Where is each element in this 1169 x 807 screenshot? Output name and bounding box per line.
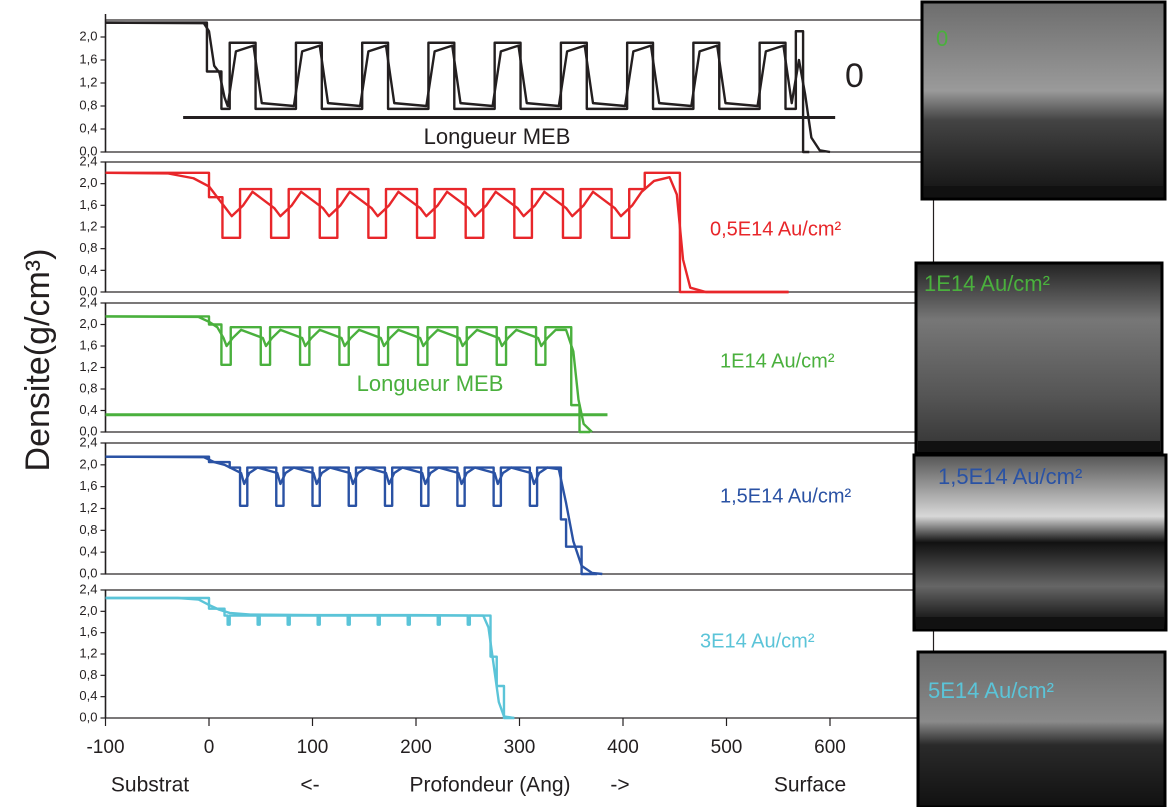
image-label: 1E14 Au/cm² <box>924 271 1050 296</box>
sem-image <box>916 650 1167 807</box>
y-tick-label: 2,0 <box>79 603 97 618</box>
y-tick-label: 2,0 <box>79 28 97 43</box>
step-profile <box>105 315 590 434</box>
y-tick-label: 0,0 <box>79 565 97 580</box>
sem-footer <box>924 186 1163 197</box>
step-profile <box>105 21 810 154</box>
y-tick-label: 1,6 <box>79 197 97 212</box>
x-tick-label: 500 <box>711 737 743 758</box>
y-tick-label: 2,4 <box>79 581 97 596</box>
y-tick-label: 1,2 <box>79 500 97 515</box>
y-tick-label: 0,8 <box>79 522 97 537</box>
image-label: 5E14 Au/cm² <box>928 678 1054 703</box>
x-tick-label: 400 <box>607 737 639 758</box>
y-tick-label: 2,0 <box>79 175 97 190</box>
x-caption: -> <box>610 774 629 797</box>
panel-label: 3E14 Au/cm² <box>700 630 815 652</box>
y-tick-label: 1,2 <box>79 645 97 660</box>
y-tick-label: 0,0 <box>79 143 97 158</box>
x-caption: Profondeur (Ang) <box>409 774 570 797</box>
sem-footer <box>918 441 1160 452</box>
x-tick-label: 100 <box>297 737 329 758</box>
y-tick-label: 1,6 <box>79 337 97 352</box>
smooth-profile <box>105 596 515 720</box>
y-tick-label: 0,4 <box>79 120 97 135</box>
y-tick-label: 1,6 <box>79 51 97 66</box>
y-tick-label: 1,2 <box>79 359 97 374</box>
sem-image <box>914 261 1164 455</box>
plot-area: 0,0 0,4 0,8 1,2 1,6 2,0 Longueur MEB 0 0,0 0,4 0,8… <box>79 14 949 797</box>
y-tick-label: 2,0 <box>79 456 97 471</box>
y-tick-label: 2,4 <box>79 294 97 309</box>
x-caption: Substrat <box>111 774 189 797</box>
panel-label: 0,5E14 Au/cm² <box>710 218 842 240</box>
sem-image <box>920 0 1167 201</box>
image-label: 0 <box>936 26 948 51</box>
panel-label: 0 <box>845 57 864 95</box>
y-tick-label: 2,4 <box>79 434 97 449</box>
y-tick-label: 2,0 <box>79 316 97 331</box>
step-profile <box>105 596 515 720</box>
sem-image <box>912 453 1168 632</box>
smooth-profile <box>105 21 831 154</box>
x-tick-label: 600 <box>814 737 846 758</box>
y-tick-label: 0,0 <box>79 709 97 724</box>
image-label: 1,5E14 Au/cm² <box>938 464 1082 489</box>
reference-label: Longueur MEB <box>357 371 504 396</box>
x-tick-label: 200 <box>400 737 432 758</box>
x-caption: Surface <box>774 774 846 797</box>
y-tick-label: 0,0 <box>79 423 97 438</box>
sem-footer <box>916 617 1164 629</box>
y-tick-label: 0,4 <box>79 544 97 559</box>
step-profile <box>105 455 598 576</box>
panel-label: 1,5E14 Au/cm² <box>720 485 852 507</box>
y-tick-label: 0,8 <box>79 380 97 395</box>
x-caption: <- <box>300 774 319 797</box>
y-tick-label: 0,0 <box>79 283 97 298</box>
y-tick-label: 2,4 <box>79 153 97 168</box>
panel-frame <box>104 589 935 719</box>
y-tick-label: 1,6 <box>79 478 97 493</box>
y-tick-label: 1,2 <box>79 218 97 233</box>
sem-images: 0 1E14 Au/cm² 1,5E14 Au/cm² 5E14 Au/cm² <box>912 0 1168 807</box>
step-profile <box>105 171 789 294</box>
smooth-profile <box>105 455 603 576</box>
y-tick-label: 0,4 <box>79 402 97 417</box>
y-tick-label: 0,4 <box>79 688 97 703</box>
smooth-profile <box>105 315 593 433</box>
y-tick-label: 1,6 <box>79 624 97 639</box>
y-tick-label: 1,2 <box>79 74 97 89</box>
x-tick-label: 0 <box>204 737 215 758</box>
reference-label: Longueur MEB <box>424 124 571 149</box>
x-tick-label: -100 <box>86 737 124 758</box>
y-tick-label: 0,8 <box>79 240 97 255</box>
smooth-profile <box>105 171 789 294</box>
y-tick-label: 0,8 <box>79 97 97 112</box>
y-axis-label: Densite(g/cm³) <box>19 249 57 472</box>
panel-label: 1E14 Au/cm² <box>720 350 835 372</box>
x-tick-label: 300 <box>504 737 536 758</box>
y-tick-label: 0,4 <box>79 262 97 277</box>
y-tick-label: 0,8 <box>79 667 97 682</box>
